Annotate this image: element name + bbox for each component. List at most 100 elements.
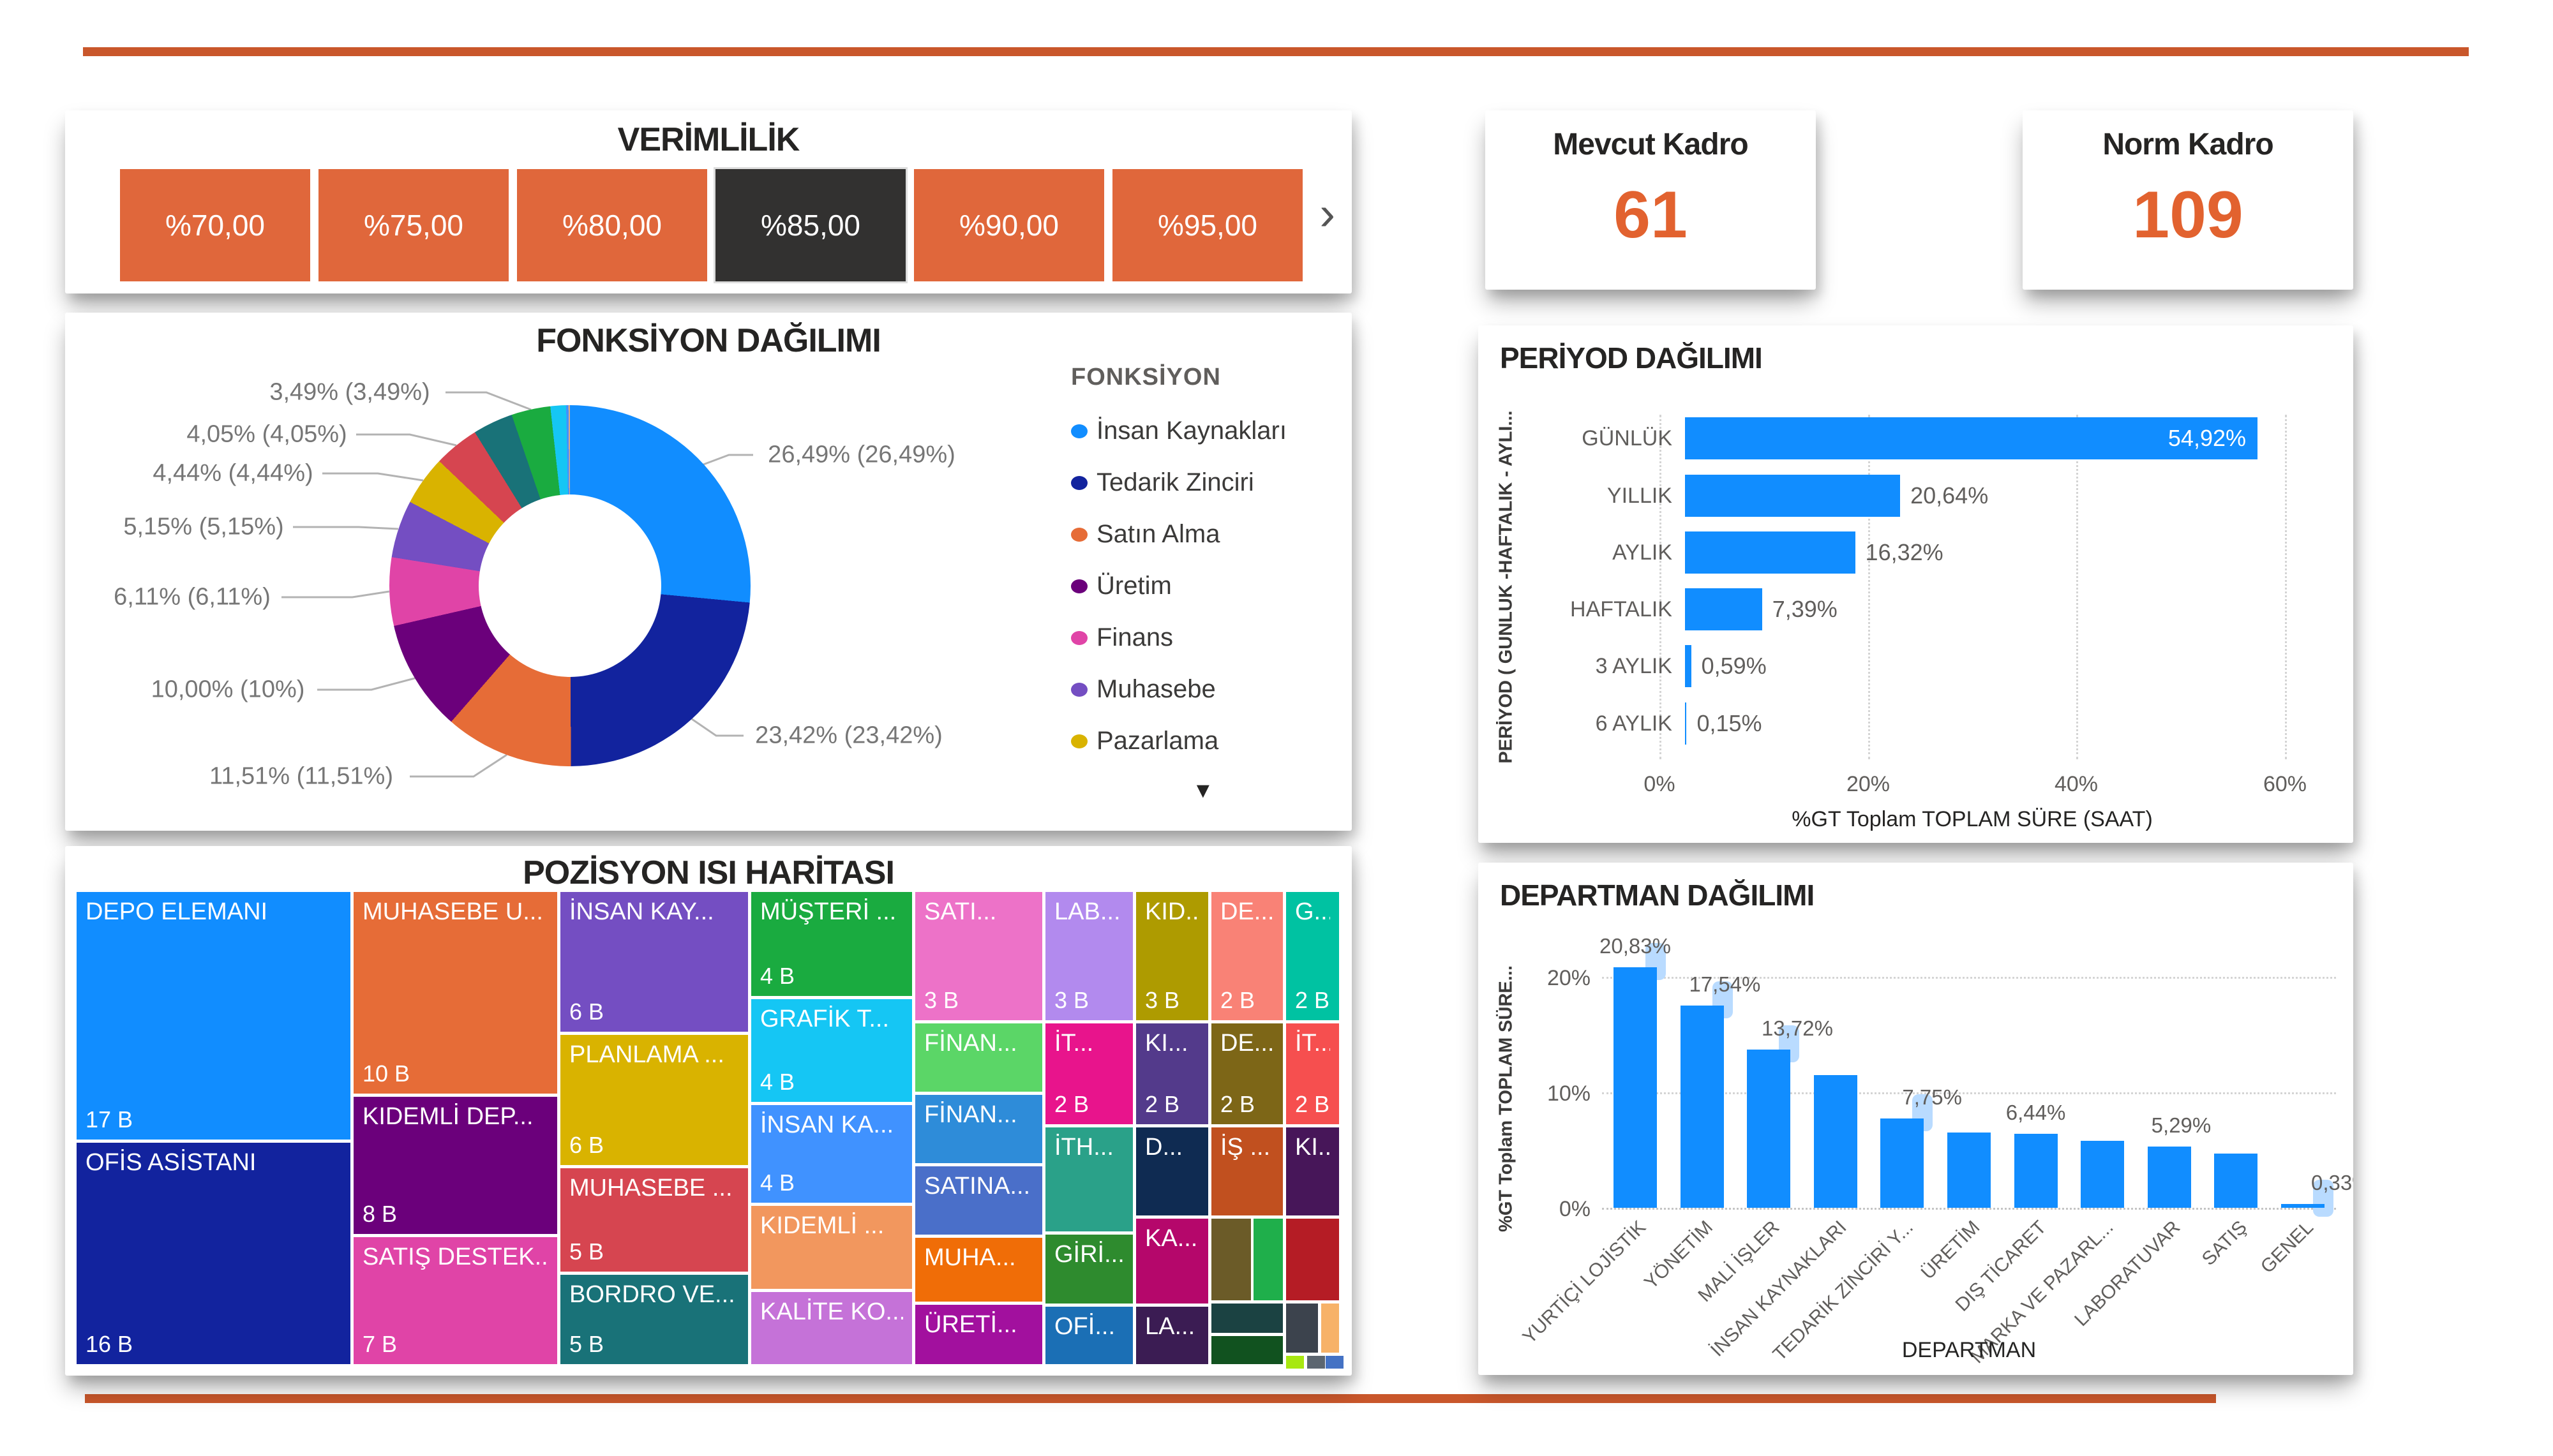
slicer-button-label: %70,00 — [165, 209, 265, 242]
pozisyon-treemap-card: POZİSYON ISI HARİTASI DEPO ELEMANI 17 B O… — [65, 846, 1352, 1376]
donut-callout: 4,05% (4,05%) — [186, 420, 347, 448]
treemap-cell[interactable]: KID... 3 B — [1136, 892, 1208, 1020]
treemap-cell[interactable]: MUHA... — [915, 1238, 1042, 1302]
legend-item-insan-kaynaklari[interactable]: İnsan Kaynakları — [1071, 417, 1287, 445]
legend-title: FONKSİYON — [1071, 364, 1221, 390]
treemap-cell-block[interactable] — [1286, 1356, 1304, 1369]
bar-satis[interactable] — [2214, 1153, 2258, 1208]
bar-haftalik[interactable] — [1685, 588, 1762, 630]
bar-yurtici-lojistik[interactable] — [1613, 967, 1657, 1208]
treemap-cell-value: 2 B — [1220, 987, 1255, 1013]
treemap-cell[interactable]: SATINA... — [915, 1166, 1042, 1235]
treemap-cell[interactable]: D... — [1136, 1127, 1208, 1215]
treemap-cell-block[interactable] — [1211, 1304, 1283, 1333]
treemap-cell-value: 2 B — [1145, 1091, 1180, 1117]
legend-item-satin-alma[interactable]: Satın Alma — [1071, 520, 1287, 549]
bar-slot: ÜRETİM — [1917, 954, 2002, 1284]
treemap-cell[interactable]: KA... — [1136, 1219, 1208, 1304]
slicer-button-95[interactable]: %95,00 — [1112, 169, 1303, 281]
treemap-cell[interactable]: GRAFİK T... 4 B — [751, 999, 912, 1102]
treemap-cell-label: FİNAN... — [924, 1101, 1017, 1128]
bar-yonetim[interactable] — [1680, 1005, 1724, 1208]
treemap-cell-block[interactable] — [1321, 1304, 1339, 1353]
treemap-cell[interactable]: FİNAN... — [915, 1095, 1042, 1163]
bar-insan-kaynaklari[interactable] — [1813, 1074, 1857, 1208]
treemap-cell[interactable]: GİRİ... — [1045, 1235, 1133, 1304]
treemap-cell[interactable]: DE... 2 B — [1211, 1023, 1283, 1124]
treemap-cell[interactable]: PLANLAMA ... 6 B — [560, 1035, 748, 1165]
bar-3aylik[interactable] — [1685, 645, 1691, 687]
treemap-cell[interactable]: MÜŞTERİ ... 4 B — [751, 892, 912, 996]
bar-gunluk[interactable]: 54,92% — [1685, 417, 2258, 459]
treemap-cell[interactable]: DE... 2 B — [1211, 892, 1283, 1020]
treemap-cell[interactable]: G... 2 B — [1286, 892, 1339, 1020]
treemap-cell[interactable]: LA... — [1136, 1307, 1208, 1364]
legend-item-pazarlama[interactable]: Pazarlama — [1071, 727, 1287, 755]
legend-label: Finans — [1097, 623, 1174, 651]
slicer-button-70[interactable]: %70,00 — [120, 169, 310, 281]
treemap-cell[interactable]: SATIŞ DESTEK... 7 B — [354, 1237, 557, 1364]
treemap-cell-block[interactable] — [1211, 1336, 1283, 1364]
treemap-cell[interactable]: İNSAN KA... 4 B — [751, 1105, 912, 1203]
slicer-button-75[interactable]: %75,00 — [318, 169, 509, 281]
bar-6aylik[interactable] — [1685, 702, 1687, 745]
data-label: 17,54% — [1689, 972, 1761, 996]
treemap-cell[interactable]: LAB... 3 B — [1045, 892, 1133, 1020]
bar-uretim[interactable] — [1947, 1133, 1991, 1208]
donut-chart[interactable] — [389, 405, 751, 766]
bar-marka-pazarlama[interactable] — [2081, 1141, 2125, 1208]
treemap-cell-label: SATINA... — [924, 1173, 1031, 1200]
treemap-cell[interactable]: İŞ ... — [1211, 1127, 1283, 1215]
slicer-next-chevron-icon[interactable]: › — [1319, 186, 1335, 239]
treemap-cell[interactable]: İNSAN KAY... 6 B — [560, 892, 748, 1032]
bar-aylik[interactable] — [1685, 531, 1855, 574]
top-accent-rule — [83, 47, 2469, 56]
bar-genel[interactable] — [2280, 1204, 2325, 1208]
bar-mali-isler[interactable] — [1747, 1049, 1791, 1208]
legend-item-muhasebe[interactable]: Muhasebe — [1071, 675, 1287, 704]
treemap-cell-label: İŞ ... — [1220, 1134, 1271, 1161]
bar-track: 16,32% — [1685, 531, 2310, 574]
treemap-cell[interactable]: DEPO ELEMANI 17 B — [77, 892, 350, 1140]
treemap-cell-label: LAB... — [1054, 898, 1121, 925]
slicer-button-80[interactable]: %80,00 — [517, 169, 707, 281]
treemap-cell[interactable]: KIDEMLİ DEP... 8 B — [354, 1097, 557, 1234]
bar-tedarik-zinciri[interactable] — [1880, 1118, 1924, 1208]
legend-item-finans[interactable]: Finans — [1071, 623, 1287, 652]
treemap-cell[interactable]: SATI... 3 B — [915, 892, 1042, 1020]
bar-slot: 7,75% TEDARİK ZİNCİRİ Y... — [1769, 954, 1962, 1365]
legend-expand-chevron-icon[interactable]: ▼ — [1192, 778, 1214, 803]
bar-laboratuvar[interactable] — [2147, 1147, 2191, 1208]
treemap-cell[interactable]: KI... 2 B — [1136, 1023, 1208, 1124]
slicer-button-85-selected[interactable]: %85,00 — [714, 167, 908, 283]
bar-slot: 20,83% YURTİÇİ LOJİSTİK — [1519, 934, 1671, 1348]
bar-row-yillik: YILLIK 20,64% — [1504, 475, 2353, 517]
treemap-cell-block[interactable] — [1307, 1356, 1325, 1369]
treemap-cell-value: 2 B — [1295, 987, 1330, 1013]
treemap-cell-block[interactable] — [1211, 1219, 1251, 1300]
treemap-cell-block[interactable] — [1326, 1356, 1344, 1369]
treemap-cell[interactable]: KIDEMLİ ... — [751, 1206, 912, 1289]
treemap-cell[interactable]: BORDRO VE... 5 B — [560, 1275, 748, 1364]
treemap-cell[interactable]: İTH... — [1045, 1127, 1133, 1231]
treemap-cell[interactable]: FİNAN... — [915, 1023, 1042, 1092]
bar-yillik[interactable] — [1685, 475, 1901, 517]
treemap-cell[interactable]: İT... 2 B — [1286, 1023, 1339, 1124]
treemap-cell[interactable]: İT... 2 B — [1045, 1023, 1133, 1124]
treemap-cell-block[interactable] — [1254, 1219, 1283, 1300]
treemap-cell[interactable]: MUHASEBE U... 10 B — [354, 892, 557, 1094]
slicer-button-90[interactable]: %90,00 — [914, 169, 1104, 281]
treemap-cell-block[interactable] — [1286, 1304, 1318, 1353]
treemap-cell[interactable]: ÜRETİ... — [915, 1305, 1042, 1364]
treemap-cell[interactable]: KI... — [1286, 1127, 1339, 1215]
legend-item-uretim[interactable]: Üretim — [1071, 572, 1287, 600]
treemap-cell[interactable]: MUHASEBE ... 5 B — [560, 1168, 748, 1272]
treemap-cell-block[interactable] — [1286, 1219, 1339, 1300]
bar-dis-ticaret[interactable] — [2014, 1133, 2058, 1208]
treemap-cell[interactable]: OFİ... — [1045, 1307, 1133, 1364]
donut-callout: 3,49% (3,49%) — [269, 378, 430, 406]
treemap-cell[interactable]: KALİTE KO... — [751, 1292, 912, 1364]
treemap-cell-label: SATI... — [924, 898, 997, 925]
treemap-cell[interactable]: OFİS ASİSTANI 16 B — [77, 1143, 350, 1364]
legend-item-tedarik-zinciri[interactable]: Tedarik Zinciri — [1071, 468, 1287, 497]
